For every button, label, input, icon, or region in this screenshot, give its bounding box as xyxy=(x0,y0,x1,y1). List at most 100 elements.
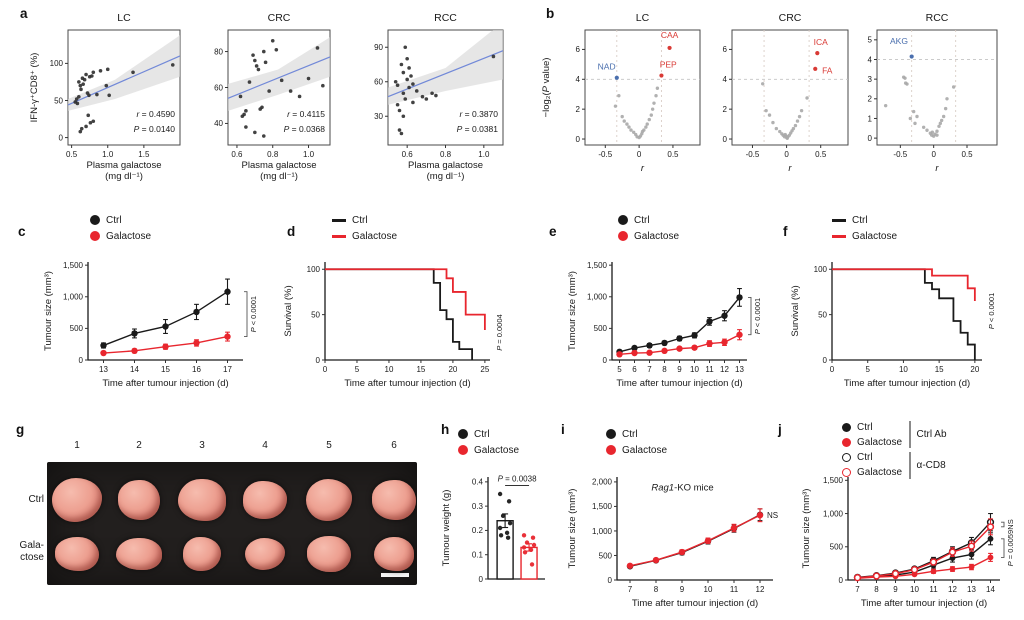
tumour-sample xyxy=(372,480,416,520)
svg-text:1: 1 xyxy=(868,114,873,123)
svg-text:Time after tumour injection (d: Time after tumour injection (d) xyxy=(632,598,758,608)
photo-row-galactose-line2: ctose xyxy=(20,552,44,563)
svg-text:0: 0 xyxy=(839,576,844,585)
chart-f: 0 5 10 15 20 0 50 100 Survival (%) Time after tum… xyxy=(787,246,1013,398)
svg-text:0: 0 xyxy=(637,150,642,159)
tumour-column-5: 5 xyxy=(326,440,332,451)
svg-text:Time after tumour injection (d: Time after tumour injection (d) xyxy=(102,378,228,389)
svg-text:4: 4 xyxy=(723,75,728,84)
svg-text:r: r xyxy=(935,163,939,174)
svg-text:13: 13 xyxy=(735,365,744,374)
galactose-marker-icon xyxy=(618,231,628,241)
svg-text:16: 16 xyxy=(192,365,201,374)
galactose-marker-icon xyxy=(606,445,616,455)
svg-text:1,500: 1,500 xyxy=(63,261,84,270)
panel-label-h: h xyxy=(441,422,450,437)
svg-text:11: 11 xyxy=(705,365,714,374)
svg-text:0: 0 xyxy=(931,150,936,159)
svg-text:12: 12 xyxy=(756,585,765,594)
svg-text:20: 20 xyxy=(448,365,457,374)
svg-text:CAA: CAA xyxy=(661,30,679,40)
svg-text:8: 8 xyxy=(654,585,659,594)
svg-text:PEP: PEP xyxy=(660,59,677,69)
legend-galactose-label: Galactose xyxy=(352,230,398,242)
svg-text:5: 5 xyxy=(617,365,622,374)
legend-galactose-label: Galactose xyxy=(106,230,152,242)
legend-ctrl-label: Ctrl xyxy=(857,452,873,463)
chart-j: 7 8 9 10 11 12 13 14 0 500 1,000 1,500 Tumour size (… xyxy=(798,458,1024,609)
svg-text:80: 80 xyxy=(214,47,223,56)
svg-text:(mg dl⁻¹): (mg dl⁻¹) xyxy=(427,171,465,182)
svg-text:0.5: 0.5 xyxy=(66,150,78,159)
svg-text:Rag1-KO mice: Rag1-KO mice xyxy=(651,482,713,493)
legend-galactose-label: Galactose xyxy=(634,230,680,242)
svg-text:0.2: 0.2 xyxy=(472,526,484,535)
svg-text:1,000: 1,000 xyxy=(587,293,608,302)
svg-text:7: 7 xyxy=(647,365,652,374)
svg-text:0: 0 xyxy=(603,356,608,365)
svg-text:(mg dl⁻¹): (mg dl⁻¹) xyxy=(105,171,143,182)
svg-text:0.3: 0.3 xyxy=(472,502,484,511)
svg-text:2: 2 xyxy=(576,105,581,114)
svg-text:11: 11 xyxy=(929,585,938,594)
svg-text:0: 0 xyxy=(576,135,581,144)
svg-text:100: 100 xyxy=(814,265,828,274)
svg-text:6: 6 xyxy=(576,45,581,54)
svg-text:0: 0 xyxy=(868,134,873,143)
svg-text:NS: NS xyxy=(1006,519,1015,529)
tumour-sample xyxy=(118,480,160,520)
legend-galactose-label: Galactose xyxy=(857,467,903,478)
svg-text:14: 14 xyxy=(986,585,995,594)
ctrl-marker-icon xyxy=(458,429,468,439)
legend-galactose-label: Galactose xyxy=(474,444,520,456)
svg-text:Tumour size (mm³): Tumour size (mm³) xyxy=(567,271,578,351)
svg-text:500: 500 xyxy=(70,324,84,333)
svg-text:P = 0.0004: P = 0.0004 xyxy=(495,314,504,351)
svg-text:IFN-γ⁺CD8⁺ (%): IFN-γ⁺CD8⁺ (%) xyxy=(29,53,40,123)
galactose-filled-marker-icon xyxy=(842,438,851,447)
galactose-line-icon xyxy=(832,234,846,238)
svg-text:P < 0.0001: P < 0.0001 xyxy=(753,298,762,335)
tumour-sample xyxy=(183,537,221,571)
svg-text:0: 0 xyxy=(784,150,789,159)
tumour-photo xyxy=(47,462,417,585)
tumour-sample xyxy=(116,538,162,570)
svg-text:0: 0 xyxy=(323,365,328,374)
svg-text:4: 4 xyxy=(868,55,873,64)
svg-text:9: 9 xyxy=(677,365,682,374)
ctrl-line-icon xyxy=(332,218,346,222)
svg-text:2: 2 xyxy=(868,95,873,104)
svg-text:8: 8 xyxy=(874,585,879,594)
panel-label-j: j xyxy=(778,422,782,437)
chart-b-lc: -0.5 0 0.5 0 2 4 6 LC −log₂(P value) r CAA PEP NAD xyxy=(538,2,708,198)
svg-text:0.6: 0.6 xyxy=(231,150,243,159)
svg-text:2: 2 xyxy=(723,105,728,114)
tumour-column-4: 4 xyxy=(262,440,268,451)
svg-text:Tumour weight (g): Tumour weight (g) xyxy=(441,490,452,567)
svg-text:0: 0 xyxy=(79,356,84,365)
svg-text:P = 0.0368: P = 0.0368 xyxy=(284,124,326,134)
svg-text:12: 12 xyxy=(720,365,729,374)
galactose-line-icon xyxy=(332,234,346,238)
svg-text:13: 13 xyxy=(967,585,976,594)
svg-text:90: 90 xyxy=(374,43,383,52)
tumour-sample xyxy=(307,536,351,572)
svg-text:30: 30 xyxy=(374,112,383,121)
tumour-column-6: 6 xyxy=(391,440,397,451)
panel-label-e: e xyxy=(549,224,557,239)
ctrl-open-marker-icon xyxy=(842,453,851,462)
svg-text:0.6: 0.6 xyxy=(402,150,414,159)
svg-text:ICA: ICA xyxy=(814,37,829,47)
svg-text:0: 0 xyxy=(823,356,828,365)
svg-text:15: 15 xyxy=(161,365,170,374)
svg-text:1,500: 1,500 xyxy=(592,502,613,511)
svg-text:25: 25 xyxy=(480,365,489,374)
svg-text:500: 500 xyxy=(594,324,608,333)
svg-text:2,000: 2,000 xyxy=(592,478,613,487)
ctrl-marker-icon xyxy=(618,215,628,225)
svg-text:50: 50 xyxy=(311,310,320,319)
svg-text:14: 14 xyxy=(130,365,139,374)
legend-ctrl-label: Ctrl xyxy=(106,214,122,226)
chart-b-crc: -0.5 0 0.5 0 2 4 6 CRC r ICA FA xyxy=(704,2,856,198)
